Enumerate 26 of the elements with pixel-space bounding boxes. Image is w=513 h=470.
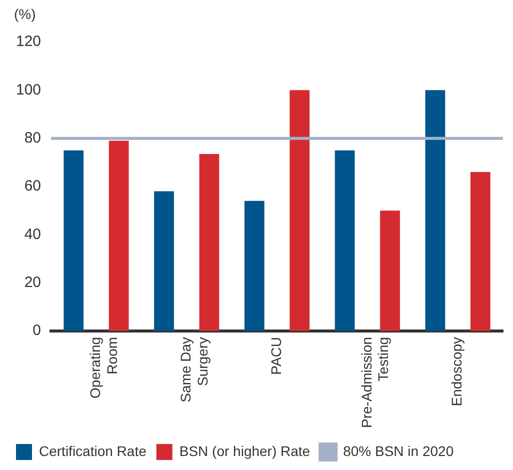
bar xyxy=(425,90,446,331)
x-tick-label: Operating Room xyxy=(87,336,120,398)
bar xyxy=(199,154,220,331)
y-tick-label: 120 xyxy=(16,33,42,50)
y-tick-label: 100 xyxy=(16,81,42,98)
legend-label: Certification Rate xyxy=(39,442,147,459)
x-tick-label: PACU xyxy=(268,336,284,375)
x-tick-label: Same Day Surgery xyxy=(177,336,210,402)
legend-label: BSN (or higher) Rate xyxy=(179,442,310,459)
bar xyxy=(244,200,264,331)
y-tick-label: 80 xyxy=(24,129,42,146)
bar xyxy=(290,90,310,331)
bar xyxy=(470,172,490,331)
legend-label: 80% BSN in 2020 xyxy=(343,442,454,459)
y-axis-title: (%) xyxy=(14,6,36,22)
bar xyxy=(108,140,129,331)
y-tick-label: 20 xyxy=(24,274,42,291)
y-tick-label: 60 xyxy=(24,178,42,195)
y-tick-label: 40 xyxy=(24,226,42,243)
bar xyxy=(64,150,84,331)
x-tick-label: Endoscopy xyxy=(448,336,465,406)
x-tick-label: Pre-Admission Testing xyxy=(358,336,392,428)
y-tick-label: 0 xyxy=(32,322,42,340)
bar xyxy=(380,210,400,331)
bar xyxy=(154,191,174,331)
bar xyxy=(334,150,355,331)
